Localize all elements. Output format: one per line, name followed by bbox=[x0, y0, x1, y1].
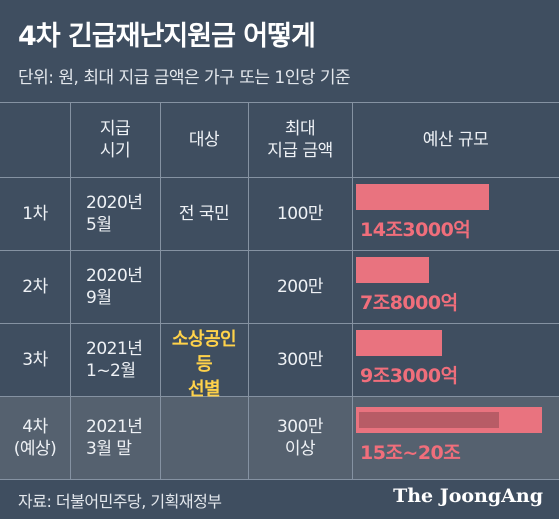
max-amount-cell: 200만 bbox=[276, 276, 324, 297]
column-divider bbox=[352, 102, 353, 479]
period-cell: 2021년 3월 말 bbox=[86, 416, 143, 459]
divider bbox=[0, 102, 559, 103]
header-target: 대상 bbox=[188, 129, 220, 150]
header-period: 지급 시기 bbox=[99, 118, 131, 161]
header-budget: 예산 규모 bbox=[422, 129, 489, 150]
budget-bar bbox=[356, 184, 489, 210]
chart-subtitle: 단위: 원, 최대 지급 금액은 가구 또는 1인당 기준 bbox=[18, 68, 351, 88]
column-divider bbox=[160, 102, 161, 479]
header-max-amount: 최대 지급 금액 bbox=[267, 118, 333, 161]
round-label: 3차 bbox=[22, 349, 48, 370]
chart-title: 4차 긴급재난지원금 어떻게 bbox=[18, 21, 316, 52]
budget-value-label: 15조~20조 bbox=[360, 442, 461, 464]
target-cell: 전 국민 bbox=[178, 203, 230, 224]
round-label: 1차 bbox=[22, 203, 48, 224]
round-label: 4차 (예상) bbox=[13, 416, 57, 459]
period-cell: 2020년 5월 bbox=[86, 192, 143, 235]
divider bbox=[0, 323, 559, 324]
divider bbox=[0, 177, 559, 178]
budget-bar bbox=[356, 330, 443, 356]
divider bbox=[0, 396, 559, 397]
period-cell: 2020년 9월 bbox=[86, 265, 143, 308]
max-amount-cell: 300만 이상 bbox=[276, 416, 324, 459]
source-note: 자료: 더불어민주당, 기획재정부 bbox=[18, 492, 222, 511]
budget-bar bbox=[356, 257, 429, 283]
publisher-logo: The JoongAng bbox=[393, 485, 543, 507]
budget-value-label: 7조8000억 bbox=[360, 292, 458, 314]
column-divider bbox=[70, 102, 71, 479]
bar-range-min bbox=[359, 412, 499, 428]
max-amount-cell: 100만 bbox=[276, 203, 324, 224]
divider bbox=[0, 479, 559, 480]
period-cell: 2021년 1~2월 bbox=[86, 338, 143, 381]
budget-value-label: 14조3000억 bbox=[360, 219, 471, 241]
budget-value-label: 9조3000억 bbox=[360, 365, 458, 387]
round-label: 2차 bbox=[22, 276, 48, 297]
merged-target-cell: 소상공인 등 선별 bbox=[171, 329, 237, 400]
divider bbox=[0, 250, 559, 251]
max-amount-cell: 300만 bbox=[276, 349, 324, 370]
column-divider bbox=[248, 102, 249, 479]
